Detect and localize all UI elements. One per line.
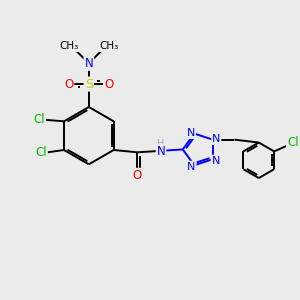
Text: N: N [157, 145, 165, 158]
Text: N: N [84, 57, 93, 70]
Text: Cl: Cl [34, 113, 45, 126]
Text: N: N [212, 156, 220, 166]
Text: O: O [133, 169, 142, 182]
Text: O: O [64, 77, 74, 91]
Text: S: S [85, 77, 93, 91]
Text: Cl: Cl [35, 146, 47, 159]
Text: O: O [104, 77, 113, 91]
Text: N: N [187, 128, 195, 138]
Text: CH₃: CH₃ [99, 41, 119, 51]
Text: N: N [212, 134, 220, 144]
Text: Cl: Cl [287, 136, 298, 149]
Text: CH₃: CH₃ [59, 41, 78, 51]
Text: N: N [187, 162, 196, 172]
Text: H: H [157, 139, 165, 149]
